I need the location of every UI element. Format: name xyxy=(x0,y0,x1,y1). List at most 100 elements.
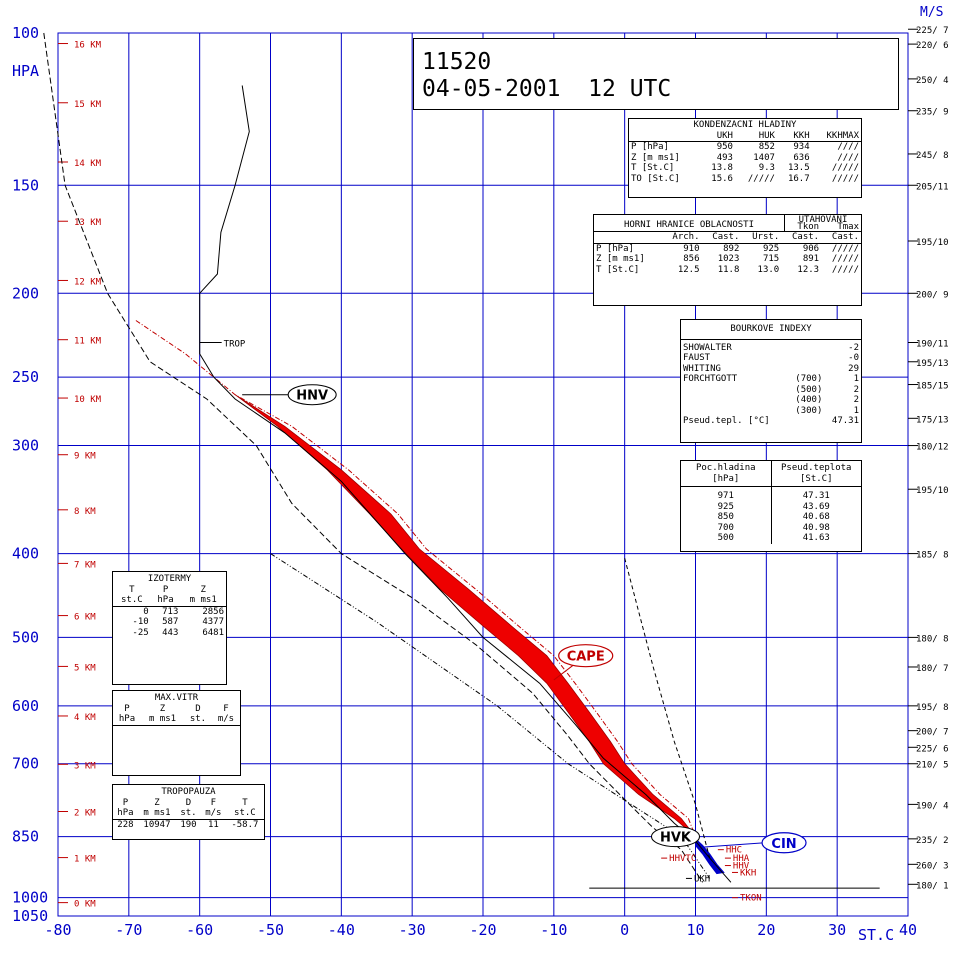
table-row: P [hPa] 950 852 934 //// xyxy=(629,142,861,153)
bourkove-cell: (300) xyxy=(795,405,823,416)
wind-label: 235/ 9 xyxy=(916,108,949,118)
horni-subheader: Arch. xyxy=(672,232,700,242)
horni-cell: 11.8 xyxy=(717,264,740,275)
pseudo-cell: 971 xyxy=(717,491,734,501)
wind-label: 245/ 8 xyxy=(916,151,949,161)
bourkove-cell xyxy=(788,364,825,375)
wind-label: 180/ 7 xyxy=(916,664,949,674)
y-tick-label: 400 xyxy=(12,545,39,563)
tropopauza-header: P xyxy=(122,797,129,808)
pseudo-col2-unit: [St.C] xyxy=(799,473,833,484)
y-tick-label: 150 xyxy=(12,176,39,194)
pseudo-cell: 41.63 xyxy=(802,533,830,543)
bourkove-cell: 2 xyxy=(853,384,859,395)
maxvitr-header: m ms1 xyxy=(148,714,177,724)
table-row: (300) 1 xyxy=(681,406,861,417)
izotermy-cell: 6481 xyxy=(202,627,224,638)
pseudo-panel: Poc.hladina [hPa] Pseud.teplota [St.C] 9… xyxy=(680,460,862,552)
y-tick-label: 1050 xyxy=(12,907,48,925)
kondenzace-col-header xyxy=(629,131,700,142)
bourkove-cell xyxy=(681,406,788,417)
bourkove-cell xyxy=(788,416,825,427)
kondenzace-col-header: HUK xyxy=(758,130,775,141)
bourkove-cell: WHITING xyxy=(683,363,721,374)
wind-label: 180/ 1 xyxy=(916,881,949,891)
x-tick-label: 10 xyxy=(686,921,704,939)
x-tick-label: -40 xyxy=(328,921,355,939)
bourkove-cell xyxy=(788,343,825,354)
trop-label: TROP xyxy=(224,339,246,349)
kondenzace-panel: KONDENZACNI HLADINY UKH HUK KKH KKHMAX P [h… xyxy=(628,118,862,198)
tropopauza-header: D xyxy=(185,797,192,808)
bourkove-cell: -2 xyxy=(848,342,859,353)
bourkove-cell: 2 xyxy=(853,395,859,405)
wind-label: 195/13 xyxy=(916,359,949,369)
pseudo-cell: 850 xyxy=(717,512,734,522)
kondenzace-table: UKH HUK KKH KKHMAX P [hPa] 950 852 934////Z [m… xyxy=(629,131,861,185)
height-label: 12 KM xyxy=(74,277,102,287)
table-row: SHOWALTER -2 xyxy=(681,343,861,354)
tropopauza-header: T xyxy=(242,797,248,808)
series-line xyxy=(199,85,732,883)
wind-label: 225/ 7 xyxy=(916,26,949,36)
kondenzace-cell: 15.6 xyxy=(711,173,733,184)
bourkove-cell: (400) xyxy=(795,395,823,405)
pseudo-col2: Pseud.teplota xyxy=(781,463,852,473)
wind-label: 195/ 8 xyxy=(916,703,949,713)
x-tick-label: 0 xyxy=(620,921,629,939)
pseudo-cell: 43.69 xyxy=(802,501,830,512)
chart-subtitle: 04-05-2001 12 UTC xyxy=(422,76,672,102)
kondenzace-cell: ///// xyxy=(831,163,859,173)
kondenzace-cell: 9.3 xyxy=(758,163,775,173)
horni-cell: 12.5 xyxy=(677,264,700,275)
tropopauza-cell: 228 xyxy=(117,819,134,830)
kondenzace-cell: 493 xyxy=(716,152,733,163)
izotermy-header: st.C xyxy=(120,595,143,605)
izotermy-header: Z xyxy=(200,584,206,595)
tropopauza-cell: -58.7 xyxy=(231,819,259,830)
marker-label: HNV xyxy=(296,389,328,404)
table-row: P [hPa] 910 892 925 906 ///// xyxy=(594,243,861,254)
bourkove-cell xyxy=(681,385,788,396)
pseudo-col1: Poc.hladina xyxy=(695,463,756,473)
kondenzace-col-header: KKHMAX xyxy=(826,130,859,141)
level-label: HHA xyxy=(733,854,750,864)
horni-cell: ///// xyxy=(831,264,859,275)
x-tick-label: 20 xyxy=(757,921,775,939)
wind-label: 235/ 2 xyxy=(916,836,949,846)
wind-label: 200/ 7 xyxy=(916,728,949,738)
x-tick-label: -70 xyxy=(115,921,142,939)
marker-bubble xyxy=(287,384,337,406)
horni-cell: P [hPa] xyxy=(596,243,634,254)
pseudo-cell: 700 xyxy=(717,522,734,533)
axes: -80 -70 -60 -50 -40 -30 -20 -10 0 10 20 30 401001502… xyxy=(12,5,943,944)
height-label: 6 KM xyxy=(74,613,96,623)
tropopauza-table: P Z D F T hPa m ms1 st. m/s st.C 228 10947 190 11 -5… xyxy=(113,798,264,831)
bourkove-cell xyxy=(788,353,825,364)
maxvitr-header: st. xyxy=(189,714,207,724)
tropopauza-header: m ms1 xyxy=(143,808,171,818)
table-row: -25 443 6481 xyxy=(113,628,226,639)
kondenzace-cell: 852 xyxy=(758,142,775,152)
horni-subheader: Urst. xyxy=(752,232,780,242)
horni-cell: T [St.C] xyxy=(596,264,640,275)
izotermy-header: m ms1 xyxy=(189,595,217,605)
horni-cell: 12.3 xyxy=(797,264,820,275)
wind-label: 210/ 5 xyxy=(916,761,949,771)
kondenzace-cell: 13.5 xyxy=(787,163,810,173)
bourkove-cell: Pseud.tepl. [°C] xyxy=(683,416,770,426)
bourkove-cell: FORCHTGOTT xyxy=(683,374,738,384)
y-tick-label: 250 xyxy=(12,368,39,386)
izotermy-cell: 2856 xyxy=(202,606,224,617)
horni-cell: ///// xyxy=(831,254,859,264)
horni-cell: 13.0 xyxy=(757,264,780,275)
level-label: HHC xyxy=(726,846,742,856)
horni-cell: 715 xyxy=(762,254,780,264)
y-tick-label: 500 xyxy=(12,628,39,646)
wind-unit-label: M/S xyxy=(920,5,943,20)
level-label: TKON xyxy=(740,894,762,904)
wind-label: 190/ 4 xyxy=(916,801,949,811)
izotermy-cell: -10 xyxy=(132,617,149,627)
x-tick-label: -20 xyxy=(469,921,496,939)
